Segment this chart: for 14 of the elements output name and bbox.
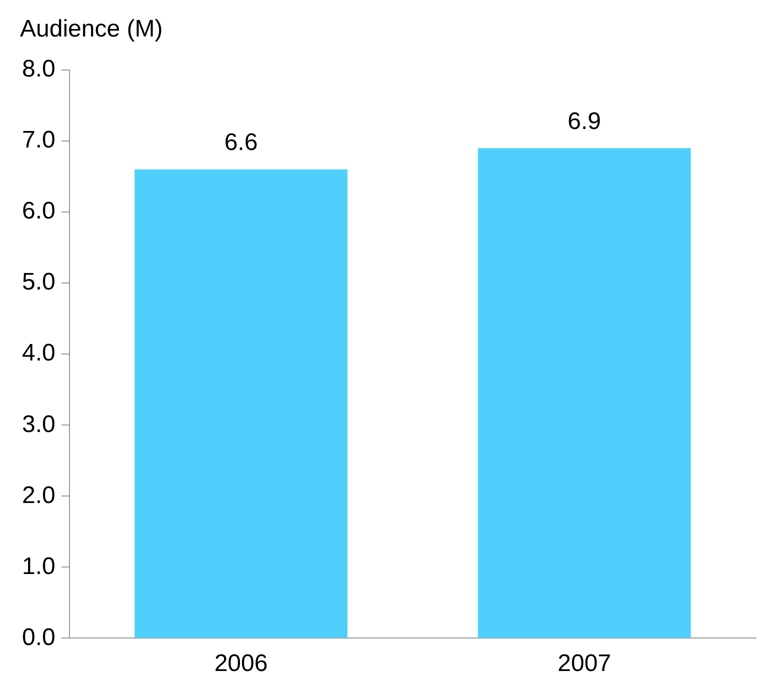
y-tick-label: 6.0 xyxy=(22,198,56,225)
y-tick-label: 5.0 xyxy=(22,268,56,296)
x-tick-label: 2007 xyxy=(558,650,612,678)
y-tick-label: 1.0 xyxy=(22,552,56,580)
x-tick-label: 2006 xyxy=(214,650,268,678)
y-tick-label: 2.0 xyxy=(22,482,56,509)
y-tick-label: 0.0 xyxy=(22,624,56,651)
data-label: 6.9 xyxy=(568,108,602,135)
y-tick-label: 7.0 xyxy=(22,126,56,154)
data-label: 6.6 xyxy=(224,129,258,156)
y-tick-label: 4.0 xyxy=(22,340,56,367)
y-tick-label: 3.0 xyxy=(22,410,56,438)
y-tick-label: 8.0 xyxy=(22,56,56,83)
y-axis-title: Audience (M) xyxy=(20,16,163,43)
